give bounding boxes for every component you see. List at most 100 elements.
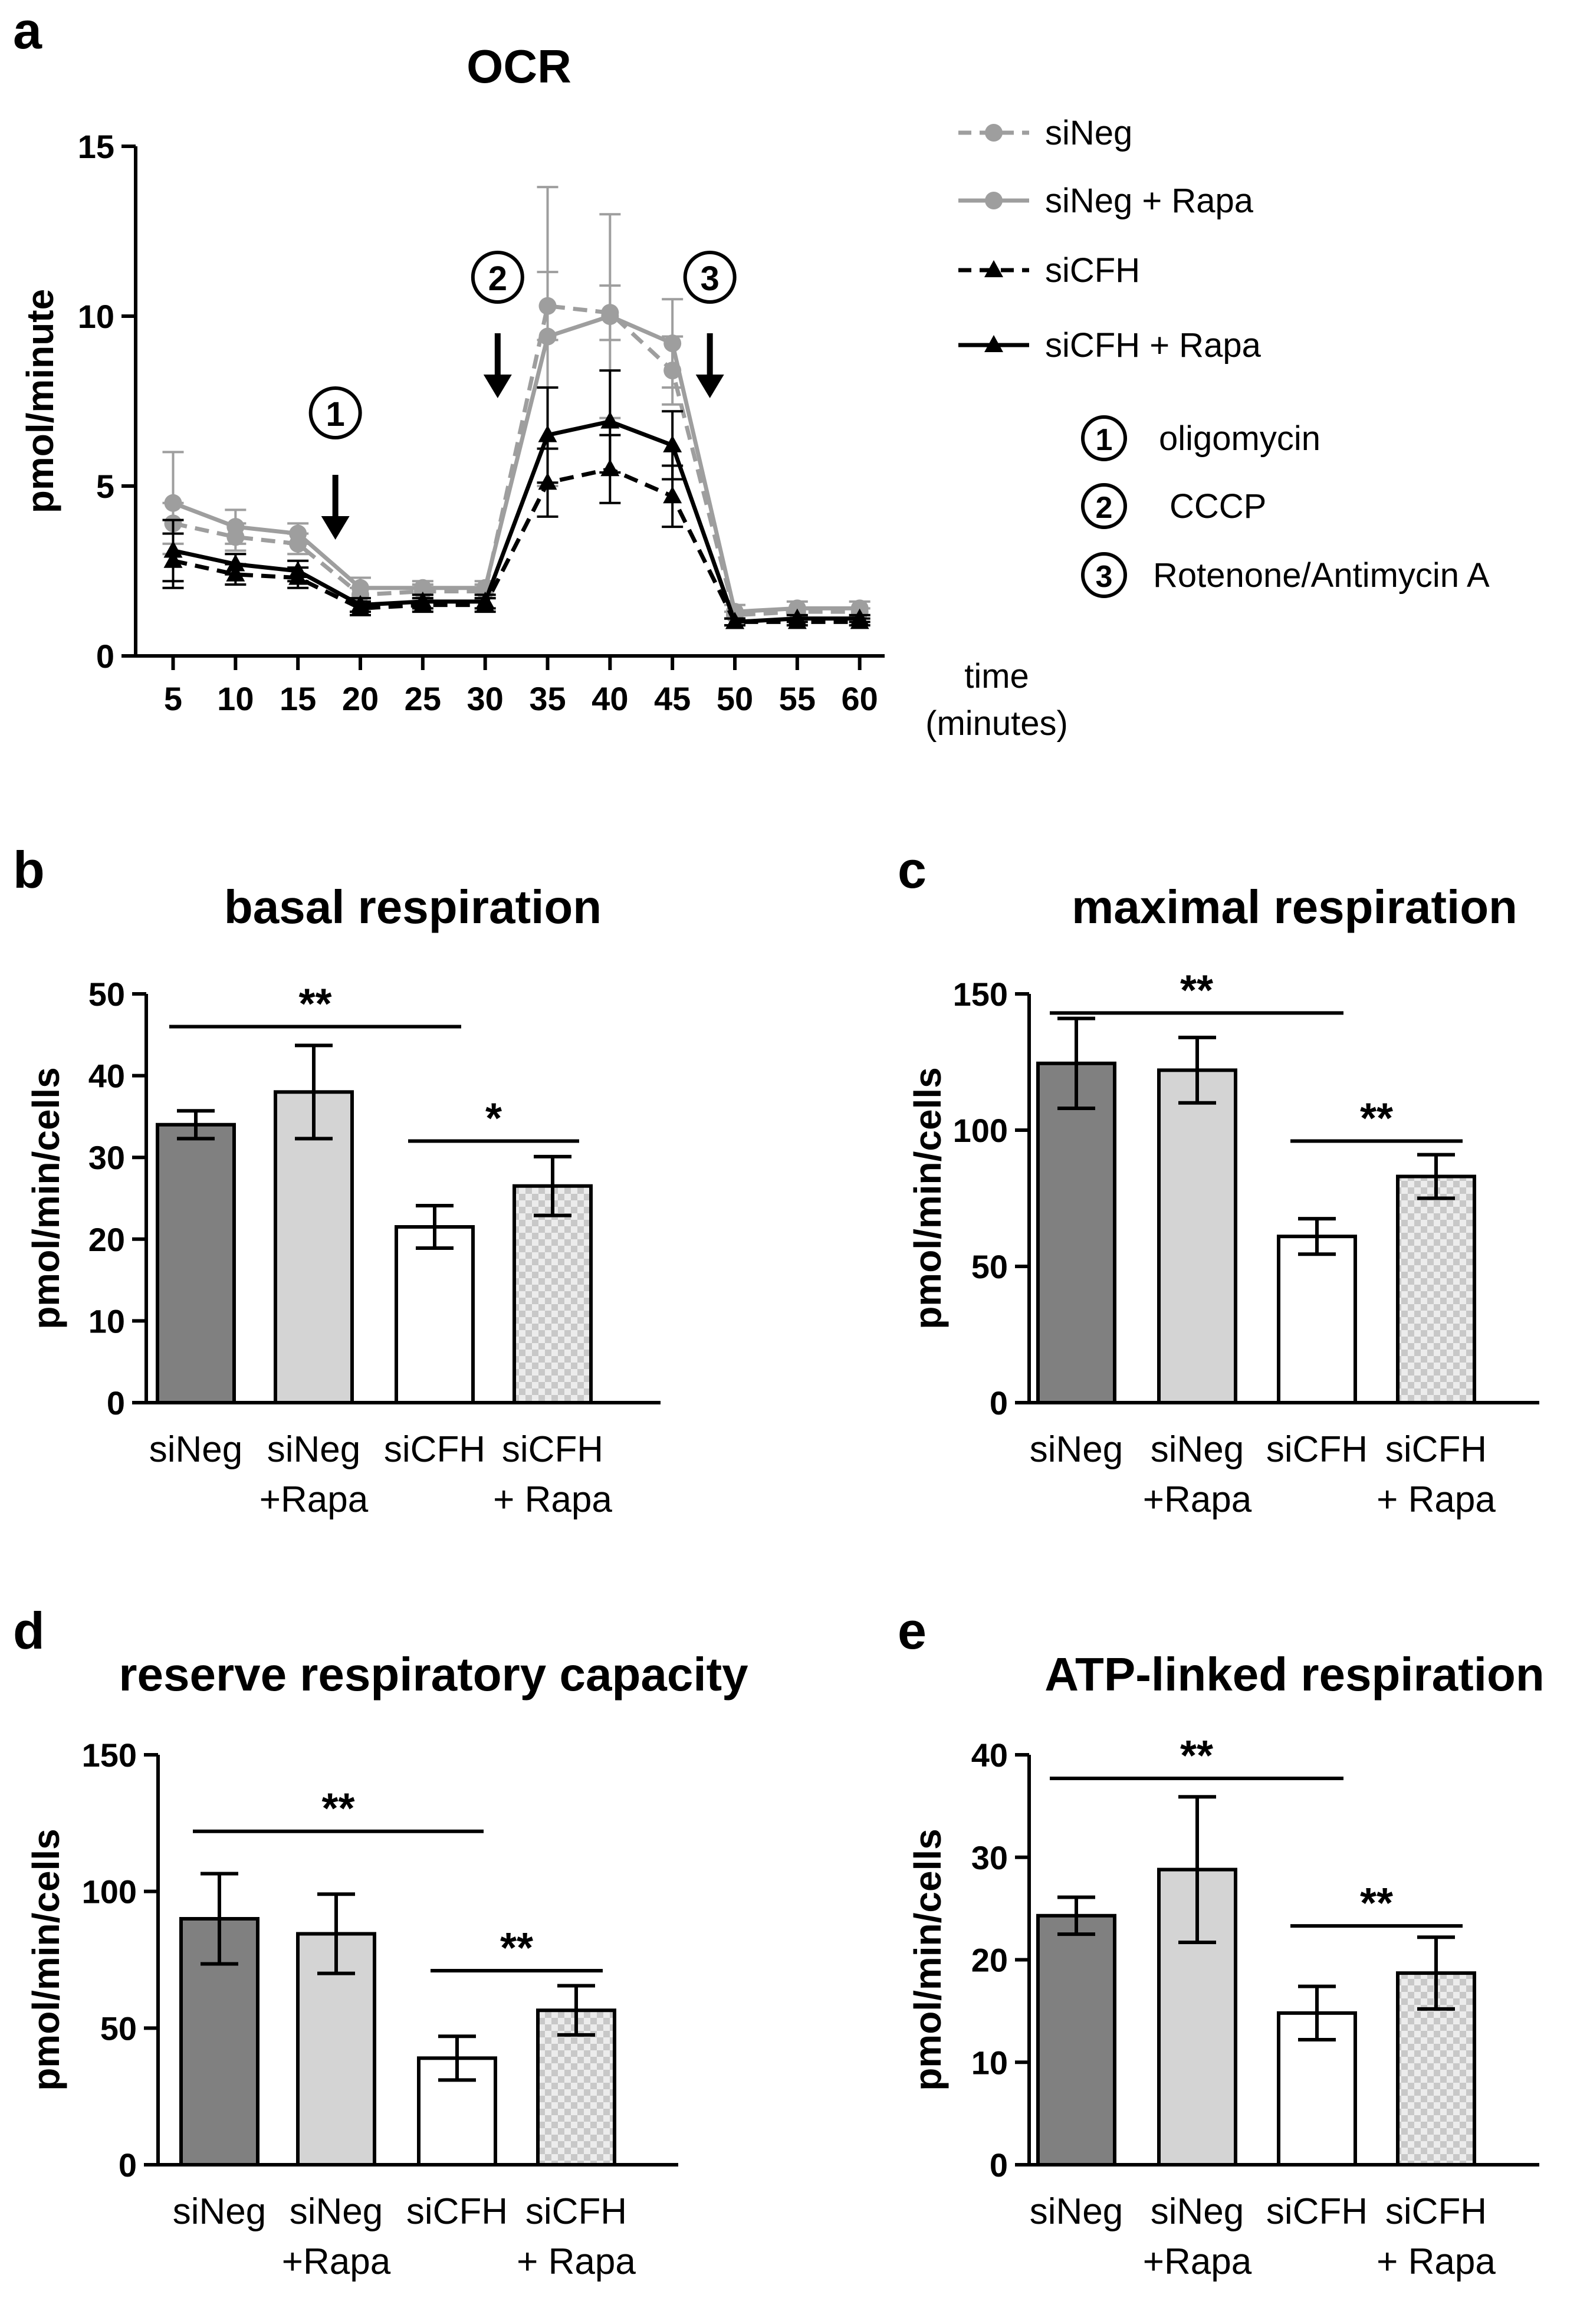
injection-marker-1: 1 [308, 386, 362, 540]
category-label: siNeg [290, 2191, 383, 2232]
category-label: siCFH [406, 2191, 508, 2232]
y-tick-label: 5 [96, 468, 114, 505]
legend-injection-label: Rotenone/Antimycin A [1153, 556, 1490, 595]
y-tick-label: 50 [971, 1248, 1008, 1285]
bar-chart-b: b basal respiration 0 10 20 30 40 50 pmol/min/ce… [13, 841, 661, 1520]
category-label: siNeg [149, 1429, 243, 1470]
significance-label: ** [500, 1925, 533, 1972]
y-tick-label: 0 [107, 1384, 125, 1422]
category-label-sub: + Rapa [1377, 1479, 1496, 1520]
y-axis-label: pmol/min/cells [906, 1067, 949, 1330]
data-point [663, 334, 682, 353]
y-axis-label: pmol/min/cells [25, 1067, 67, 1330]
x-axis-label-unit: (minutes) [925, 704, 1068, 743]
legend-marker [984, 260, 1003, 277]
category-label: siNeg [173, 2191, 267, 2232]
bar-chart-d: d reserve respiratory capacity 0 50 100 150 pm… [13, 1601, 748, 2282]
ocr-line-chart: a OCR 0 5 10 15 5 10 15 20 25 30 35 40 45 50 55 60 pmol/mi… [13, 1, 1490, 743]
category-label-sub: +Rapa [1143, 2241, 1252, 2282]
significance-label: * [485, 1095, 502, 1142]
x-axis-label: time [964, 657, 1029, 695]
category-label: siCFH [502, 1429, 603, 1470]
category-label: siNeg [1151, 1429, 1244, 1470]
arrow-down-icon [321, 516, 350, 540]
data-point [413, 591, 432, 609]
y-tick-label: 50 [100, 2010, 137, 2047]
bar-chart-c: c maximal respiration 0 50 100 150 pmol/min/ce… [898, 841, 1539, 1520]
bar [1036, 1061, 1116, 1405]
legend-injection-number: 2 [1096, 491, 1113, 525]
bar [513, 1184, 593, 1404]
injection-circle [308, 386, 362, 439]
y-tick-label: 0 [119, 2146, 137, 2184]
category-label: siCFH [384, 1429, 485, 1470]
data-point [226, 518, 245, 536]
chart-title: ATP-linked respiration [1044, 1648, 1545, 1701]
bar [417, 2056, 497, 2167]
panel-letter-d: d [13, 1601, 45, 1660]
panel-letter-a: a [13, 1, 42, 60]
bar [1036, 1913, 1116, 2167]
y-tick-label: 40 [971, 1737, 1008, 1774]
arrow-down-icon [483, 375, 512, 398]
y-axis-label: pmol/min/cells [25, 1829, 67, 2091]
legend-label: siCFH [1045, 251, 1140, 290]
injection-number: 3 [701, 260, 720, 298]
data-point [226, 554, 245, 572]
legend-marker [985, 192, 1003, 209]
chart-legend: siNeg siNeg + Rapa siCFH siCFH + Rapa 1 oligo… [958, 114, 1490, 598]
x-tick-label: 15 [280, 680, 316, 717]
legend-injection-label: CCCP [1169, 487, 1266, 526]
chart-title: maximal respiration [1072, 881, 1517, 933]
x-tick-label: 5 [164, 680, 182, 717]
bar [179, 1917, 259, 2167]
injection-marker-2: 2 [471, 251, 524, 398]
category-label: siNeg [1030, 1429, 1123, 1470]
y-tick-label: 10 [78, 298, 114, 335]
y-tick-label: 0 [990, 2146, 1008, 2184]
y-axis-label: pmol/minute [19, 289, 61, 513]
injection-number: 1 [326, 395, 345, 434]
y-tick-label: 20 [88, 1221, 125, 1258]
data-point [600, 411, 620, 429]
y-axis-label: pmol/min/cells [906, 1829, 949, 2091]
data-point [475, 591, 495, 609]
data-point [788, 599, 806, 618]
y-tick-label: 0 [990, 1384, 1008, 1422]
x-tick-label: 25 [405, 680, 441, 717]
panel-letter-c: c [898, 841, 927, 899]
significance-label: ** [1180, 967, 1213, 1014]
bar [1396, 1174, 1476, 1405]
chart-title: basal respiration [224, 881, 602, 933]
category-label: siCFH [1266, 2191, 1368, 2232]
significance-label: ** [321, 1785, 354, 1833]
y-tick-label: 0 [96, 638, 114, 675]
category-label-sub: + Rapa [517, 2241, 636, 2282]
category-label-sub: + Rapa [493, 1479, 612, 1520]
legend-label: siCFH + Rapa [1045, 326, 1262, 365]
y-tick-label: 100 [82, 1873, 137, 1911]
legend-injection-number: 1 [1096, 423, 1113, 457]
significance-label: ** [298, 980, 331, 1028]
category-label-sub: + Rapa [1377, 2241, 1496, 2282]
x-tick-label: 40 [592, 680, 628, 717]
data-point [413, 579, 432, 597]
y-tick-label: 150 [953, 976, 1008, 1013]
significance-label: ** [1360, 1880, 1393, 1927]
significance-label: ** [1360, 1095, 1393, 1142]
category-label: siCFH [1385, 1429, 1487, 1470]
data-point [288, 561, 308, 578]
x-tick-label: 30 [467, 680, 504, 717]
data-point [163, 540, 183, 558]
y-tick-label: 100 [953, 1112, 1008, 1149]
bar [1277, 1235, 1357, 1404]
bar [274, 1090, 354, 1404]
series-line [172, 314, 860, 614]
category-label: siCFH [525, 2191, 627, 2232]
category-label-sub: +Rapa [282, 2241, 391, 2282]
panel-letter-b: b [13, 841, 45, 899]
legend-label: siNeg [1045, 114, 1132, 152]
data-point [850, 599, 869, 618]
data-point [725, 612, 744, 629]
